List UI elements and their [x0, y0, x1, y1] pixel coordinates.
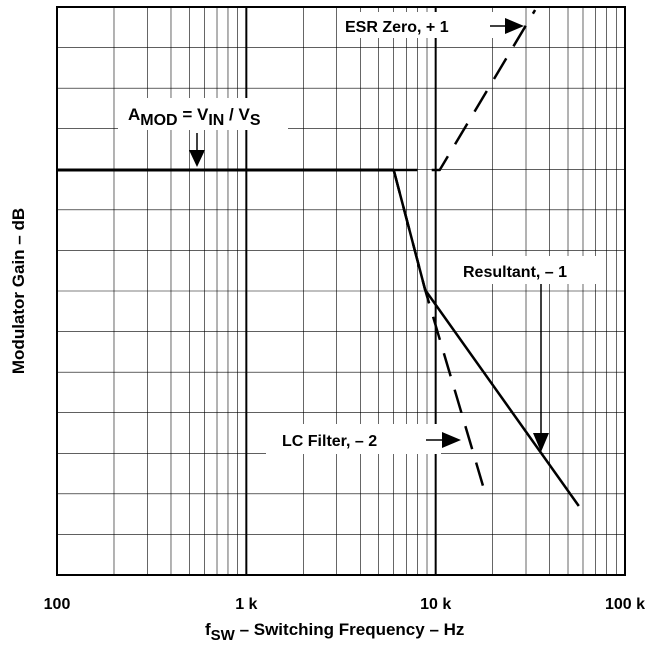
grid-minor-lines — [57, 7, 625, 575]
annotation-resultant-text: Resultant, – 1 — [463, 264, 567, 281]
annotation-resultant-arrowhead — [533, 433, 549, 452]
x-axis-label: fSW – Switching Frequency – Hz — [205, 620, 464, 644]
x-tick-label: 10 k — [420, 596, 451, 613]
series-line-1 — [392, 169, 580, 507]
annotation-lcfilter: LC Filter, – 2 — [266, 424, 461, 454]
series-line-2 — [392, 169, 487, 495]
annotation-lcfilter-text: LC Filter, – 2 — [282, 433, 377, 450]
plot-frame — [56, 6, 626, 576]
annotation-resultant-bg — [455, 256, 605, 284]
series-line-3 — [393, 9, 537, 172]
y-axis-label: Modulator Gain – dB — [9, 208, 28, 374]
x-tick-labels: 100 1 k 10 k 100 k — [44, 596, 645, 613]
annotation-amod: AMOD = VIN / VS — [118, 98, 288, 167]
annotation-amod-bg — [118, 98, 288, 130]
annotation-esr-bg — [338, 12, 498, 38]
x-tick-label: 100 k — [605, 596, 645, 613]
x-tick-label: 100 — [44, 596, 71, 613]
annotation-esr-text: ESR Zero, + 1 — [345, 19, 449, 36]
annotation-esr: ESR Zero, + 1 — [338, 12, 524, 38]
x-tick-label: 1 k — [235, 596, 257, 613]
annotation-esr-arrowhead — [505, 18, 524, 34]
series-layer — [57, 9, 580, 507]
annotation-lcfilter-arrowhead — [442, 432, 461, 448]
annotation-amod-arrowhead — [189, 150, 205, 167]
annotation-lcfilter-bg — [266, 424, 441, 454]
annotation-amod-text: AMOD = VIN / VS — [128, 105, 261, 129]
annotation-resultant: Resultant, – 1 — [455, 256, 605, 452]
